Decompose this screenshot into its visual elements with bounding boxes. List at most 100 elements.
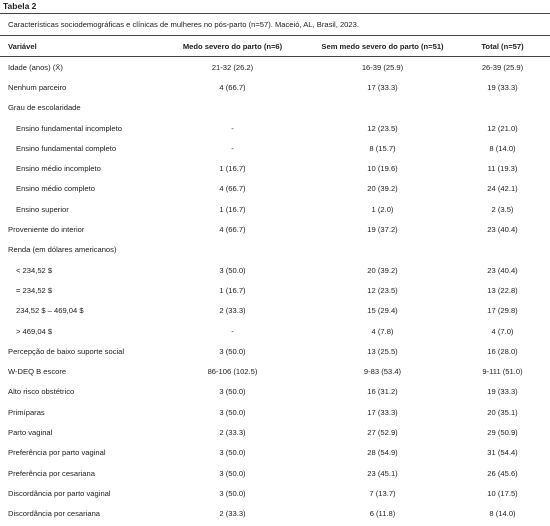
cell-value: 3 (50.0) <box>219 265 246 275</box>
cell-value: 16-39 (25.9) <box>361 62 404 72</box>
row-label: Proveniente do interior <box>8 225 85 235</box>
empty-cell <box>155 240 310 260</box>
cell-value: 20 (39.2) <box>367 265 398 275</box>
row-label: = 234,52 $ <box>16 285 53 295</box>
cell-value: 13 (25.5) <box>367 346 398 356</box>
row-label: < 234,52 $ <box>16 265 53 275</box>
data-row: > 469,04 $ - 4 (7.8) 4 (7.0) <box>0 321 550 341</box>
row-label: > 469,04 $ <box>16 326 53 336</box>
cell-value: 31 (54.4) <box>487 448 518 458</box>
cell-value: 10 (19.6) <box>367 164 398 174</box>
cell-value: 1 (16.7) <box>219 164 246 174</box>
row-label: W-DEQ B escore <box>8 367 67 377</box>
column-header: Variável <box>0 36 155 57</box>
cell-value: 12 (21.0) <box>487 123 518 133</box>
row-label: Alto risco obstétrico <box>8 387 75 397</box>
cell-value: 23 (40.4) <box>487 225 518 235</box>
cell-value: 12 (23.5) <box>367 123 398 133</box>
data-row: Proveniente do interior 4 (66.7) 19 (37.2)… <box>0 219 550 239</box>
row-label: Ensino fundamental completo <box>16 143 117 153</box>
cell-value: 16 (28.0) <box>487 346 518 356</box>
cell-value: 4 (7.8) <box>371 326 394 336</box>
cell-value: 17 (33.3) <box>367 82 398 92</box>
cell-value: 24 (42.1) <box>487 184 518 194</box>
data-row: Preferência por cesariana 3 (50.0) 23 (45.… <box>0 463 550 483</box>
row-label: Ensino superior <box>16 204 69 214</box>
cell-value: 19 (33.3) <box>487 387 518 397</box>
data-row: < 234,52 $ 3 (50.0) 20 (39.2) 23 (40.4) <box>0 260 550 280</box>
cell-value: - <box>231 326 234 336</box>
cell-value: 4 (7.0) <box>491 326 514 336</box>
table-title: Tabela 2 <box>0 0 550 14</box>
cell-value: 6 (11.8) <box>369 509 396 519</box>
cell-value: - <box>231 123 234 133</box>
cell-value: 2 (33.3) <box>219 306 246 316</box>
cell-value: 4 (66.7) <box>219 82 246 92</box>
cell-value: 19 (33.3) <box>487 82 518 92</box>
data-row: Nenhum parceiro 4 (66.7) 17 (33.3) 19 (33.3… <box>0 77 550 97</box>
row-label: Preferência por cesariana <box>8 468 95 478</box>
cell-value: 8 (15.7) <box>369 143 396 153</box>
section-row: Grau de escolaridade <box>0 98 550 118</box>
data-row: 234,52 $ – 469,04 $ 2 (33.3) 15 (29.4) 17 (… <box>0 301 550 321</box>
row-label: Ensino fundamental incompleto <box>16 123 122 133</box>
cell-value: 26-39 (25.9) <box>481 62 524 72</box>
header-row: Variável Medo severo do parto (n=6) Sem me… <box>0 36 550 57</box>
row-label: Idade (anos) (X̄) <box>8 62 63 72</box>
data-row: Ensino superior 1 (16.7) 1 (2.0) 2 (3.5) <box>0 199 550 219</box>
cell-value: 12 (23.5) <box>367 285 398 295</box>
cell-value: 27 (52.9) <box>367 427 398 437</box>
cell-value: 2 (33.3) <box>219 509 246 519</box>
cell-value: 16 (31.2) <box>367 387 398 397</box>
cell-value: 8 (14.0) <box>489 143 516 153</box>
cell-value: 3 (50.0) <box>219 346 246 356</box>
cell-value: 2 (33.3) <box>219 427 246 437</box>
cell-value: 1 (16.7) <box>219 204 246 214</box>
cell-value: 1 (2.0) <box>371 204 394 214</box>
empty-cell <box>455 240 550 260</box>
empty-cell <box>455 98 550 118</box>
data-table: Variável Medo severo do parto (n=6) Sem me… <box>0 36 550 524</box>
data-row: = 234,52 $ 1 (16.7) 12 (23.5) 13 (22.8) <box>0 280 550 300</box>
data-row: W-DEQ B escore 86-106 (102.5) 9-83 (53.4) 9… <box>0 361 550 381</box>
cell-value: - <box>231 143 234 153</box>
data-row: Percepção de baixo suporte social 3 (50.0… <box>0 341 550 361</box>
section-label: Renda (em dólares americanos) <box>8 245 117 255</box>
data-row: Ensino médio incompleto 1 (16.7) 10 (19.6)… <box>0 158 550 178</box>
data-row: Ensino fundamental completo - 8 (15.7) 8 (1… <box>0 138 550 158</box>
empty-cell <box>310 240 455 260</box>
cell-value: 23 (45.1) <box>367 468 398 478</box>
cell-value: 15 (29.4) <box>367 306 398 316</box>
column-header: Sem medo severo do parto (n=51) <box>310 36 455 57</box>
empty-cell <box>310 98 455 118</box>
column-header: Total (n=57) <box>455 36 550 57</box>
cell-value: 3 (50.0) <box>219 387 246 397</box>
cell-value: 26 (45.6) <box>487 468 518 478</box>
cell-value: 3 (50.0) <box>219 468 246 478</box>
row-label: Ensino médio completo <box>16 184 95 194</box>
cell-value: 28 (54.9) <box>367 448 398 458</box>
table-header: Variável Medo severo do parto (n=6) Sem me… <box>0 36 550 57</box>
data-row: Ensino médio completo 4 (66.7) 20 (39.2) 24… <box>0 179 550 199</box>
cell-value: 4 (66.7) <box>219 225 246 235</box>
cell-value: 20 (39.2) <box>367 184 398 194</box>
cell-value: 9-111 (51.0) <box>482 367 523 377</box>
cell-value: 3 (50.0) <box>219 407 246 417</box>
data-row: Ensino fundamental incompleto - 12 (23.5) 1… <box>0 118 550 138</box>
row-label: 234,52 $ – 469,04 $ <box>16 306 84 316</box>
cell-value: 17 (29.8) <box>487 306 518 316</box>
column-header: Medo severo do parto (n=6) <box>155 36 310 57</box>
row-label: Primíparas <box>8 407 45 417</box>
data-row: Discordância por parto vaginal 3 (50.0) 7 … <box>0 483 550 503</box>
data-row: Alto risco obstétrico 3 (50.0) 16 (31.2) 19… <box>0 382 550 402</box>
cell-value: 11 (19.3) <box>487 164 518 174</box>
row-label: Nenhum parceiro <box>8 82 67 92</box>
row-label: Ensino médio incompleto <box>16 164 101 174</box>
cell-value: 9-83 (53.4) <box>363 367 402 377</box>
table-caption: Características sociodemográficas e clín… <box>0 14 550 36</box>
data-row: Idade (anos) (X̄) 21-32 (26.2) 16-39 (25.9… <box>0 57 550 78</box>
section-label: Grau de escolaridade <box>8 103 81 113</box>
data-row: Discordância por cesariana 2 (33.3) 6 (11.… <box>0 504 550 524</box>
